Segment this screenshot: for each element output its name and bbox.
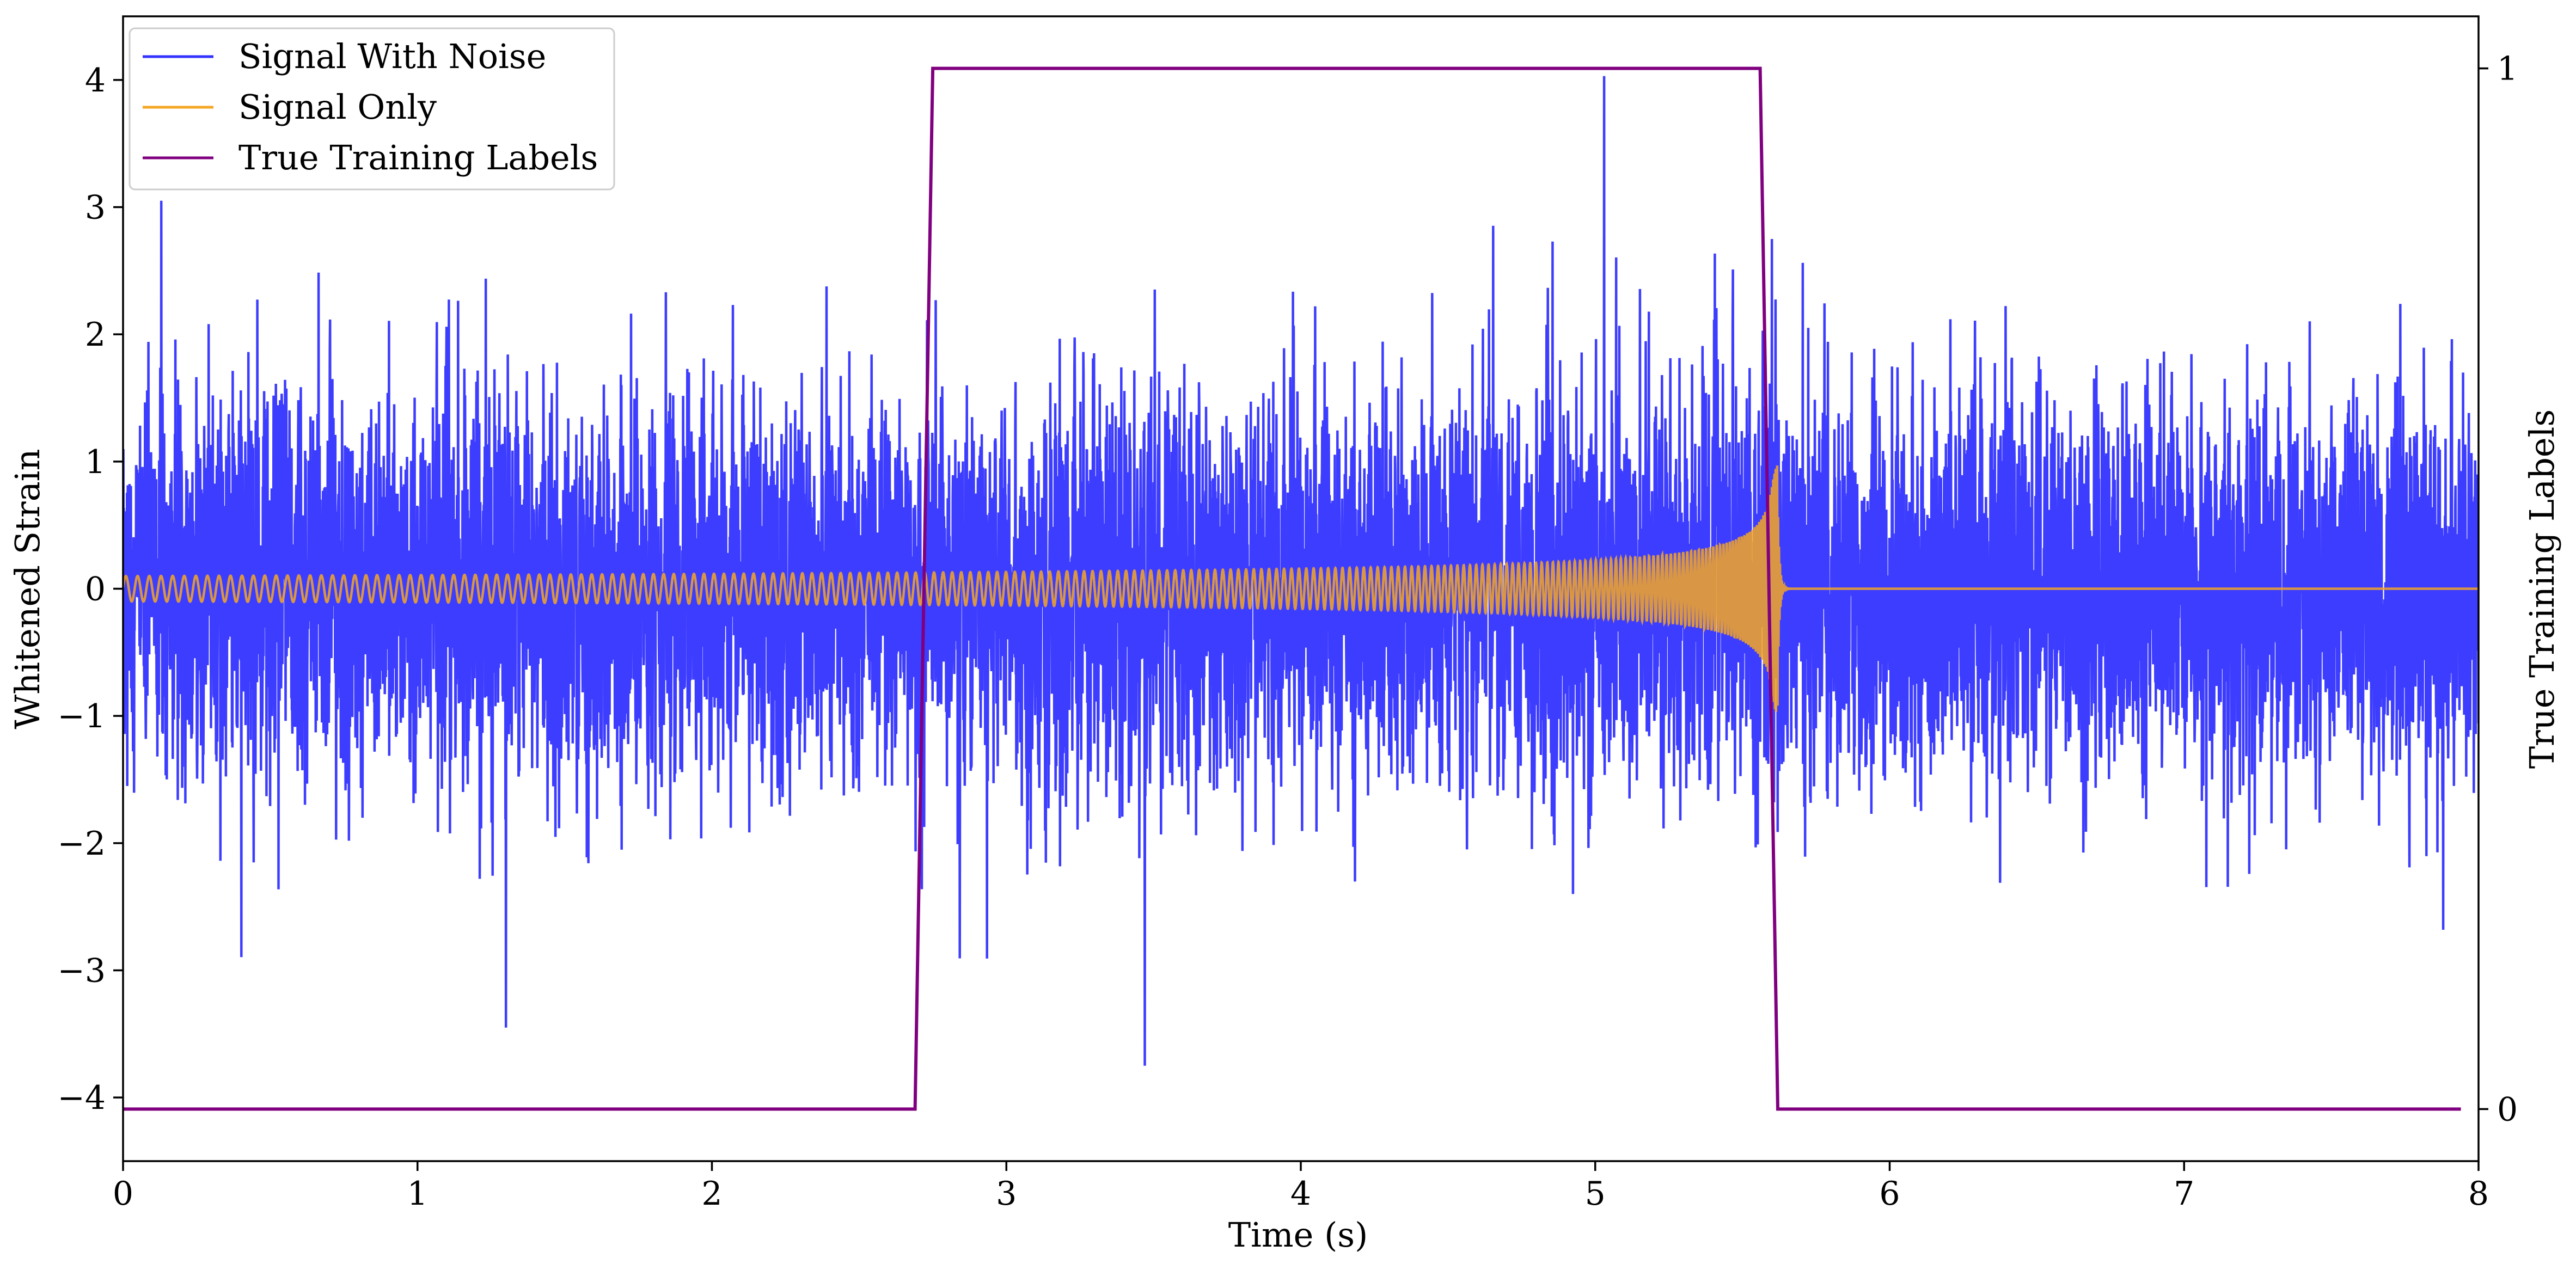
x-tick-label: 1: [407, 1175, 428, 1213]
y-tick-label: 3: [85, 189, 106, 227]
legend-label: Signal Only: [238, 87, 437, 127]
y-tick-label: 2: [85, 316, 106, 354]
x-axis: 0 1 2 3 4 5 6 7 8: [113, 1161, 2489, 1213]
y-tick-label: 0: [85, 570, 106, 609]
y-axis-label: Whitened Strain: [8, 449, 47, 729]
x-tick-label: 3: [996, 1175, 1017, 1213]
y-axis-right: 01: [2479, 50, 2518, 1128]
x-tick-label: 7: [2174, 1175, 2194, 1213]
y2-axis-label: True Training Labels: [2522, 409, 2562, 769]
x-tick-label: 6: [1879, 1175, 1900, 1213]
y2-tick-label: 1: [2497, 50, 2518, 88]
x-tick-label: 4: [1290, 1175, 1311, 1213]
y-tick-label: 1: [85, 443, 106, 481]
y-tick-label: −2: [58, 825, 106, 863]
legend: Signal With Noise Signal Only True Train…: [129, 27, 615, 191]
x-tick-label: 8: [2468, 1175, 2489, 1213]
series-layer: [123, 66, 2479, 1111]
legend-item-signal-with-noise: Signal With Noise: [143, 36, 546, 76]
y-axis-left: −4 −3 −2 −1 0 1 2 3 4: [58, 62, 123, 1117]
series-signal-only: [123, 465, 2479, 712]
x-tick-label: 2: [701, 1175, 722, 1213]
y2-tick-label: 0: [2497, 1090, 2518, 1128]
legend-item-true-training-labels: True Training Labels: [143, 138, 598, 177]
series-signal-with-noise: [123, 76, 2479, 1066]
legend-label: Signal With Noise: [238, 36, 546, 76]
legend-label: True Training Labels: [238, 138, 598, 177]
series-true-training-labels: [123, 66, 2461, 1111]
legend-item-signal-only: Signal Only: [143, 87, 437, 127]
legend-box: [129, 27, 615, 191]
y-tick-label: 4: [85, 62, 106, 100]
x-axis-label: Time (s): [1228, 1215, 1368, 1255]
y-tick-label: −1: [58, 697, 106, 735]
x-tick-label: 5: [1585, 1175, 1606, 1213]
x-tick-label: 0: [113, 1175, 133, 1213]
y-tick-label: −4: [58, 1079, 106, 1117]
y-tick-label: −3: [58, 952, 106, 990]
